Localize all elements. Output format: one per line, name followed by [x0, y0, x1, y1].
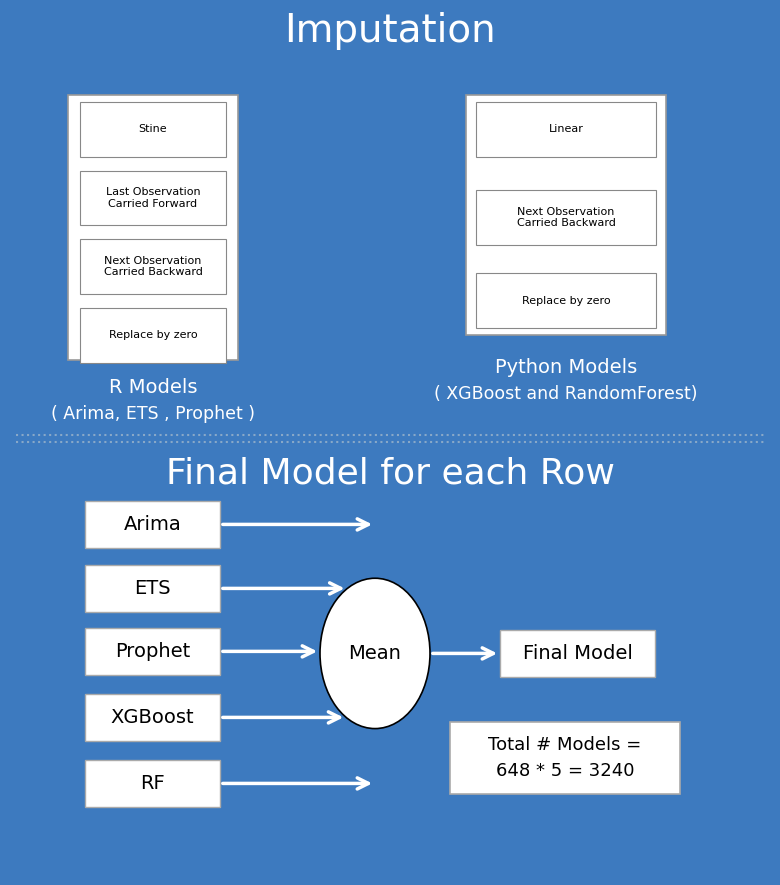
Text: XGBoost: XGBoost — [111, 708, 194, 727]
Text: Stine: Stine — [139, 125, 168, 135]
FancyBboxPatch shape — [80, 239, 226, 294]
Text: Prophet: Prophet — [115, 642, 190, 661]
Text: Next Observation
Carried Backward: Next Observation Carried Backward — [516, 207, 615, 228]
FancyBboxPatch shape — [476, 102, 656, 157]
FancyBboxPatch shape — [80, 102, 226, 157]
FancyBboxPatch shape — [85, 760, 220, 807]
Text: ETS: ETS — [134, 579, 171, 598]
Text: ( XGBoost and RandomForest): ( XGBoost and RandomForest) — [434, 385, 698, 403]
Text: Final Model for each Row: Final Model for each Row — [165, 457, 615, 490]
FancyBboxPatch shape — [450, 722, 680, 794]
Text: Next Observation
Carried Backward: Next Observation Carried Backward — [104, 256, 203, 277]
FancyBboxPatch shape — [85, 694, 220, 741]
Text: Last Observation
Carried Forward: Last Observation Carried Forward — [105, 187, 200, 209]
Text: Python Models: Python Models — [495, 358, 637, 377]
FancyBboxPatch shape — [80, 171, 226, 226]
FancyBboxPatch shape — [85, 501, 220, 548]
FancyBboxPatch shape — [85, 628, 220, 674]
FancyBboxPatch shape — [80, 308, 226, 363]
FancyBboxPatch shape — [476, 190, 656, 245]
Text: Replace by zero: Replace by zero — [522, 296, 610, 306]
FancyBboxPatch shape — [500, 630, 655, 677]
Text: Arima: Arima — [123, 515, 182, 534]
Text: Replace by zero: Replace by zero — [108, 330, 197, 340]
FancyBboxPatch shape — [476, 273, 656, 328]
Text: Linear: Linear — [548, 125, 583, 135]
FancyBboxPatch shape — [466, 95, 666, 335]
Text: RF: RF — [140, 773, 165, 793]
Ellipse shape — [320, 578, 430, 728]
Text: Imputation: Imputation — [284, 12, 496, 50]
Text: ( Arima, ETS , Prophet ): ( Arima, ETS , Prophet ) — [51, 404, 255, 422]
Text: Final Model: Final Model — [523, 644, 633, 663]
Text: Total # Models =
648 * 5 = 3240: Total # Models = 648 * 5 = 3240 — [488, 735, 642, 781]
Text: Mean: Mean — [349, 644, 402, 663]
FancyBboxPatch shape — [85, 565, 220, 612]
FancyBboxPatch shape — [68, 95, 238, 359]
Text: R Models: R Models — [108, 378, 197, 396]
